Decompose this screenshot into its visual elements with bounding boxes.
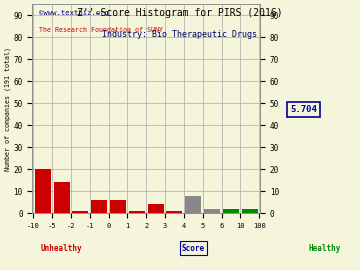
Bar xyxy=(317,33,333,213)
Text: 5.704: 5.704 xyxy=(290,105,317,114)
Bar xyxy=(261,209,276,213)
Bar xyxy=(148,204,164,213)
Bar xyxy=(129,211,145,213)
Bar xyxy=(336,209,352,213)
Bar xyxy=(204,209,220,213)
Text: Z''-Score Histogram for PIRS (2016): Z''-Score Histogram for PIRS (2016) xyxy=(77,8,283,18)
Y-axis label: Number of companies (191 total): Number of companies (191 total) xyxy=(4,47,11,171)
Text: Industry: Bio Therapeutic Drugs: Industry: Bio Therapeutic Drugs xyxy=(103,30,257,39)
Bar xyxy=(110,200,126,213)
Text: Healthy: Healthy xyxy=(309,244,341,252)
Bar xyxy=(223,209,239,213)
Bar xyxy=(72,211,89,213)
Bar xyxy=(185,195,201,213)
Bar xyxy=(298,169,314,213)
Bar xyxy=(35,169,51,213)
Text: Unhealthy: Unhealthy xyxy=(41,244,82,252)
Bar xyxy=(279,198,295,213)
Bar xyxy=(242,209,258,213)
Text: Score: Score xyxy=(182,244,205,252)
Bar xyxy=(91,200,107,213)
Text: ©www.textbiz.org: ©www.textbiz.org xyxy=(39,11,109,16)
Text: The Research Foundation of SUNY: The Research Foundation of SUNY xyxy=(39,27,163,33)
Bar xyxy=(166,211,183,213)
Bar xyxy=(54,182,69,213)
